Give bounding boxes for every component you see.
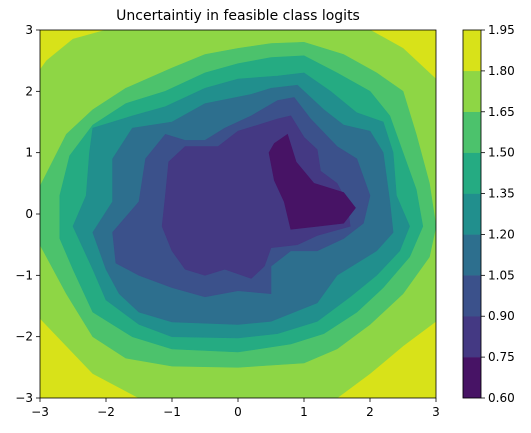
x-tick-label: −3 xyxy=(31,405,49,419)
contour-region-8 xyxy=(268,133,356,230)
y-tick-label: 2 xyxy=(25,84,33,98)
colorbar-tick-label: 1.05 xyxy=(488,268,515,282)
y-tick-label: −1 xyxy=(15,268,33,282)
colorbar-band xyxy=(462,316,482,358)
x-tick-label: −2 xyxy=(97,405,115,419)
x-axis: −3 −2 −1 0 1 2 3 xyxy=(31,398,440,419)
chart-title: Uncertaintiy in feasible class logits xyxy=(116,8,360,24)
y-tick-label: 1 xyxy=(25,146,33,160)
colorbar-tick-label: 1.80 xyxy=(488,64,515,78)
colorbar-tick-label: 1.35 xyxy=(488,187,515,201)
colorbar-tick-label: 1.65 xyxy=(488,105,515,119)
colorbar-band xyxy=(462,70,482,112)
x-tick-label: 0 xyxy=(234,405,242,419)
colorbar-tick-label: 0.75 xyxy=(488,350,515,364)
x-tick-label: 3 xyxy=(432,405,440,419)
colorbar-band xyxy=(462,29,482,72)
y-tick-label: −3 xyxy=(15,391,33,405)
colorbar-band xyxy=(462,152,482,194)
colorbar-band xyxy=(462,356,482,399)
plot-area xyxy=(40,30,436,398)
colorbar-band xyxy=(462,193,482,235)
colorbar-tick-label: 0.90 xyxy=(488,309,515,323)
colorbar-tick-label: 1.20 xyxy=(488,227,515,241)
y-tick-label: 0 xyxy=(25,207,33,221)
x-tick-label: 1 xyxy=(300,405,308,419)
x-tick-label: −1 xyxy=(163,405,181,419)
contour-region-7 xyxy=(161,115,351,279)
x-tick-label: 2 xyxy=(366,405,374,419)
colorbar-tick-label: 0.60 xyxy=(488,391,515,405)
y-axis: −3 −2 −1 0 1 2 3 xyxy=(15,23,40,405)
y-tick-label: 3 xyxy=(25,23,33,37)
colorbar-frame xyxy=(462,29,482,399)
colorbar-band xyxy=(462,234,482,276)
colorbar-band xyxy=(462,111,482,153)
y-tick-label: −2 xyxy=(15,330,33,344)
colorbar: 0.60 0.75 0.90 1.05 1.20 1.35 1.50 1.65 1.80 1.95 xyxy=(462,23,515,405)
colorbar-tick-label: 1.95 xyxy=(488,23,515,37)
colorbar-band xyxy=(462,275,482,317)
colorbar-tick-label: 1.50 xyxy=(488,146,515,160)
